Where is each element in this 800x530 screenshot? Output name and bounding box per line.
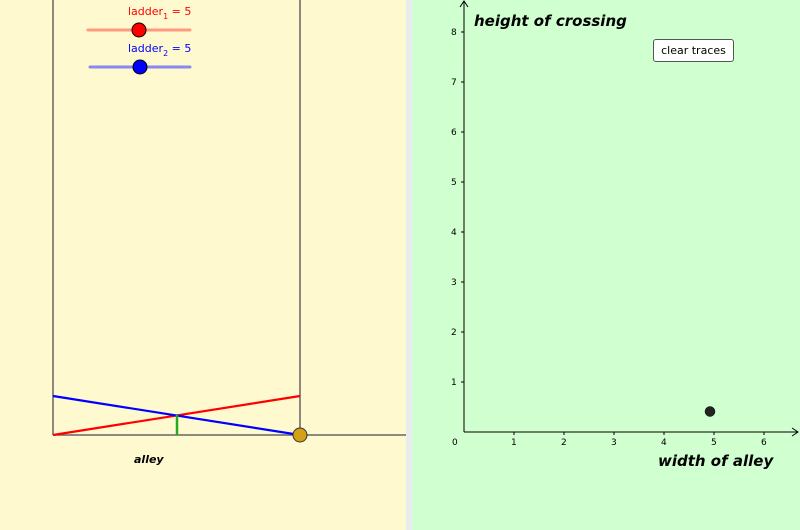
alley-width-handle[interactable] bbox=[292, 427, 308, 443]
y-axis-arrow bbox=[459, 0, 469, 8]
slider-ladder1[interactable]: ladder1 = 5 bbox=[86, 5, 192, 38]
x-tick-label: 6 bbox=[761, 438, 767, 448]
pane-divider[interactable] bbox=[406, 0, 412, 530]
slider-ladder2-label: ladder2 = 5 bbox=[128, 42, 191, 58]
slider-ladder1-label: ladder1 = 5 bbox=[128, 5, 191, 21]
crossing-point[interactable] bbox=[704, 406, 716, 417]
y-tick-label: 3 bbox=[451, 278, 457, 288]
x-tick-label: 5 bbox=[711, 438, 717, 448]
graph-y-label: height of crossing bbox=[474, 12, 627, 30]
x-axis-ticks: 0 1 2 3 4 5 6 bbox=[452, 432, 767, 448]
ladder-drawing: ladder1 = 5 ladder2 = 5 alley bbox=[52, 0, 406, 466]
x-tick-label: 0 bbox=[452, 438, 458, 448]
x-axis-arrow bbox=[791, 427, 799, 437]
x-tick-label: 3 bbox=[611, 438, 617, 448]
graph-x-label: width of alley bbox=[658, 452, 774, 470]
clear-traces-button[interactable]: clear traces bbox=[653, 39, 734, 62]
y-tick-label: 5 bbox=[451, 178, 457, 188]
ladder-canvas[interactable]: ladder1 = 5 ladder2 = 5 alley bbox=[0, 0, 406, 530]
y-axis-ticks: 1 2 3 4 5 6 7 8 bbox=[451, 28, 464, 388]
graph-drawing: 0 1 2 3 4 5 6 1 2 3 4 5 6 7 8 height of crossing widt… bbox=[451, 0, 799, 470]
y-tick-label: 2 bbox=[451, 328, 457, 338]
y-tick-label: 1 bbox=[451, 378, 457, 388]
slider-ladder2[interactable]: ladder2 = 5 bbox=[88, 42, 192, 75]
alley-label: alley bbox=[134, 453, 164, 466]
y-tick-label: 7 bbox=[451, 78, 457, 88]
slider-ladder2-knob[interactable] bbox=[132, 59, 148, 75]
y-tick-label: 4 bbox=[451, 228, 457, 238]
y-tick-label: 6 bbox=[451, 128, 457, 138]
graph-view[interactable]: 0 1 2 3 4 5 6 1 2 3 4 5 6 7 8 height of crossing widt… bbox=[412, 0, 800, 530]
slider-ladder1-knob[interactable] bbox=[131, 22, 147, 38]
x-tick-label: 2 bbox=[561, 438, 567, 448]
y-tick-label: 8 bbox=[451, 28, 457, 38]
x-tick-label: 1 bbox=[511, 438, 517, 448]
x-tick-label: 4 bbox=[661, 438, 667, 448]
